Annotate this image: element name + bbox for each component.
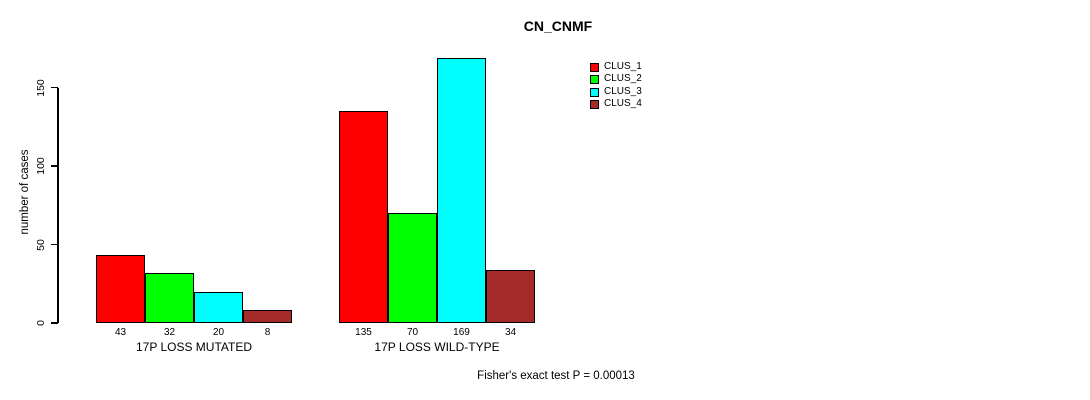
annotation-fisher-test: Fisher's exact test P = 0.00013 bbox=[477, 370, 635, 382]
chart-title: CN_CNMF bbox=[523, 18, 593, 34]
legend-swatch-clus_4 bbox=[590, 100, 599, 110]
bar-value-label: 169 bbox=[453, 327, 470, 338]
y-tick-label: 150 bbox=[35, 78, 47, 97]
y-tick bbox=[51, 243, 58, 246]
y-axis-label: number of cases bbox=[19, 149, 31, 235]
y-tick-label: 0 bbox=[35, 320, 47, 326]
legend-label-clus_2: CLUS_2 bbox=[604, 73, 642, 85]
bar-clus_2-group2 bbox=[388, 213, 437, 323]
bar-value-label: 70 bbox=[406, 327, 419, 338]
y-tick-label: 100 bbox=[35, 157, 47, 175]
bar-value-label: 32 bbox=[163, 327, 176, 338]
bar-value-label: 34 bbox=[504, 327, 517, 338]
x-category-label: 17P LOSS WILD-TYPE bbox=[374, 340, 500, 354]
bar-value-label: 8 bbox=[264, 327, 271, 338]
legend-label-clus_3: CLUS_3 bbox=[604, 85, 642, 97]
bar-clus_4-group2 bbox=[486, 269, 535, 323]
bar-clus_1-group1 bbox=[96, 255, 145, 323]
bar-value-label: 20 bbox=[212, 327, 225, 338]
bar-clus_1-group2 bbox=[339, 111, 388, 323]
y-tick-label: 50 bbox=[35, 238, 47, 251]
y-tick bbox=[51, 86, 58, 89]
bar-clus_3-group1 bbox=[194, 291, 243, 323]
x-category-label: 17P LOSS MUTATED bbox=[135, 340, 253, 354]
legend-swatch-clus_3 bbox=[590, 87, 599, 97]
bar-value-label: 135 bbox=[355, 327, 372, 338]
legend-label-clus_4: CLUS_4 bbox=[604, 98, 642, 110]
y-tick bbox=[51, 322, 58, 324]
y-axis-line bbox=[57, 87, 59, 323]
legend-swatch-clus_1 bbox=[590, 63, 599, 72]
legend-swatch-clus_2 bbox=[590, 75, 599, 85]
y-tick bbox=[51, 165, 58, 167]
bar-value-label: 43 bbox=[114, 327, 127, 338]
bar-clus_2-group1 bbox=[145, 272, 194, 323]
bar-clus_3-group2 bbox=[437, 57, 486, 323]
bar-clus_4-group1 bbox=[243, 310, 292, 323]
legend-label-clus_1: CLUS_1 bbox=[604, 61, 642, 72]
